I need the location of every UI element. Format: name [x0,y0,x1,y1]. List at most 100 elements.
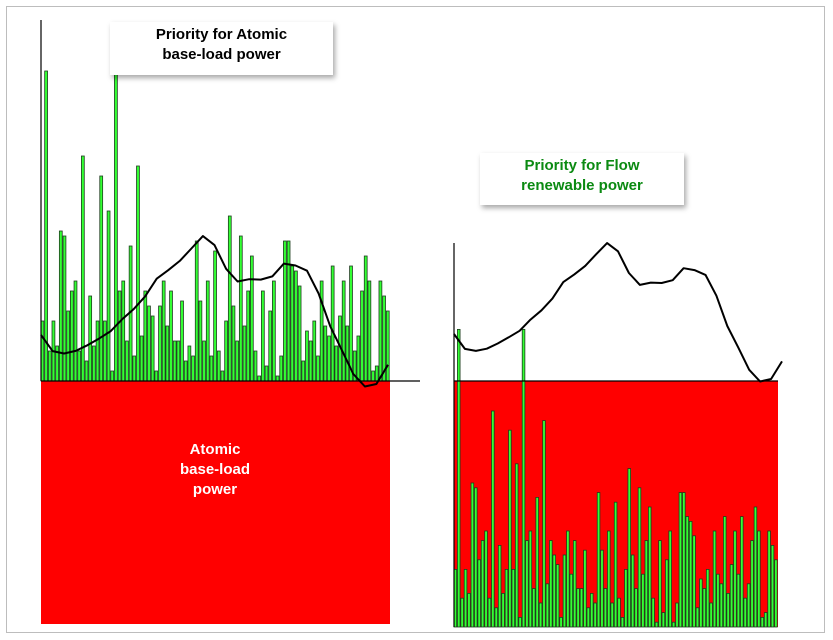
left-renewable-bar [66,310,70,382]
right-renewable-bar [753,506,758,628]
right-renewable-bar [566,530,570,628]
left-renewable-bar [198,300,203,382]
right-renewable-bar [613,501,618,628]
right-renewable-bar [593,602,597,628]
right-renewable-bar [695,607,700,628]
left-renewable-bar [77,350,82,382]
right-renewable-bar [716,573,720,628]
right-renewable-bar [545,583,550,628]
left-renewable-bar [363,255,368,382]
base-label-line-2: base-load [179,461,251,478]
left-renewable-bar [158,305,162,382]
right-renewable-bar [688,521,693,628]
left-renewable-bar [125,340,129,382]
right-renewable-bar [569,573,574,628]
right-renewable-bar [501,593,505,628]
left-renewable-bar [183,360,188,382]
left-renewable-bar [272,280,276,382]
right-renewable-bar [723,516,727,628]
left-renewable-bar [132,355,137,382]
right-renewable-bar [521,328,526,628]
left-renewable-bar [349,265,353,382]
left-panel [40,20,420,624]
right-renewable-bar [627,468,632,628]
left-renewable-bar [371,370,375,382]
left-renewable-bar [117,290,122,382]
left-renewable-bar [323,325,328,382]
right-title-line-2: renewable power [521,177,643,194]
left-renewable-bar [330,265,335,382]
right-renewable-bar [678,492,683,628]
right-renewable-bar [610,602,614,628]
left-renewable-bar [110,370,115,382]
left-renewable-bar [257,375,262,382]
left-renewable-bar [99,175,104,382]
right-renewable-bar [719,583,724,628]
left-renewable-bar [62,235,67,382]
right-renewable-bar [661,612,666,628]
left-renewable-bar [231,305,236,382]
right-renewable-bar [504,569,509,628]
right-renewable-bar [607,530,611,628]
right-renewable-bar [675,602,679,628]
right-renewable-bar [457,328,461,628]
left-renewable-bar [345,325,350,382]
atomic-base-label: Atomic base-load power [120,440,310,500]
left-renewable-bar [319,280,324,382]
right-renewable-bar [484,530,488,628]
right-renewable-bar [477,559,481,628]
right-renewable-bar [634,588,638,628]
right-renewable-bar [757,530,761,628]
right-renewable-bar [651,597,655,628]
right-renewable-bar [491,410,495,628]
left-renewable-bar [114,70,118,382]
left-renewable-bar [279,355,284,382]
right-renewable-bar [603,588,608,628]
right-renewable-bar [535,496,539,628]
left-renewable-bar [172,340,177,382]
right-demand-curve [453,242,783,383]
left-renewable-bar [147,305,151,382]
right-renewable-bar [562,554,567,628]
left-renewable-bar [334,345,339,382]
left-title-line-1: Priority for Atomic [155,26,288,43]
left-renewable-bar [356,335,361,382]
right-renewable-bar [743,597,747,628]
right-renewable-bar [590,593,594,628]
right-renewable-bar [729,564,734,628]
right-renewable-bar [658,540,662,628]
right-renewable-bar [726,593,730,628]
left-renewable-bar [165,325,170,382]
right-renewable-bar [767,530,771,628]
left-renewable-bar [360,290,364,382]
left-renewable-bar [187,345,192,382]
right-renewable-bar [542,420,546,628]
left-renewable-bar [121,280,126,382]
base-label-line-1: Atomic [189,441,241,458]
right-title-box: Priority for Flow renewable power [480,153,684,205]
left-renewable-bar [88,295,93,382]
right-renewable-bar [760,617,765,628]
right-renewable-bar [736,573,741,628]
right-renewable-bar [463,569,468,628]
right-renewable-bar [525,540,529,628]
right-renewable-bar [763,612,768,628]
left-renewable-bar [297,285,302,382]
left-renewable-bar [180,300,184,382]
left-renewable-bar [194,240,199,382]
left-renewable-bar [249,255,254,382]
left-renewable-bar [246,290,250,382]
left-renewable-bar [47,350,52,382]
slide-frame [6,6,825,633]
right-renewable-bar [654,621,659,628]
left-renewable-bar [205,280,210,382]
left-renewable-bar [73,280,78,382]
left-renewable-bar [253,350,258,382]
left-base-block [41,381,390,624]
right-panel [453,242,783,628]
right-renewable-bar [552,554,556,628]
left-renewable-bar [242,325,247,382]
left-renewable-bar [224,320,228,382]
left-renewable-bar [69,290,74,382]
